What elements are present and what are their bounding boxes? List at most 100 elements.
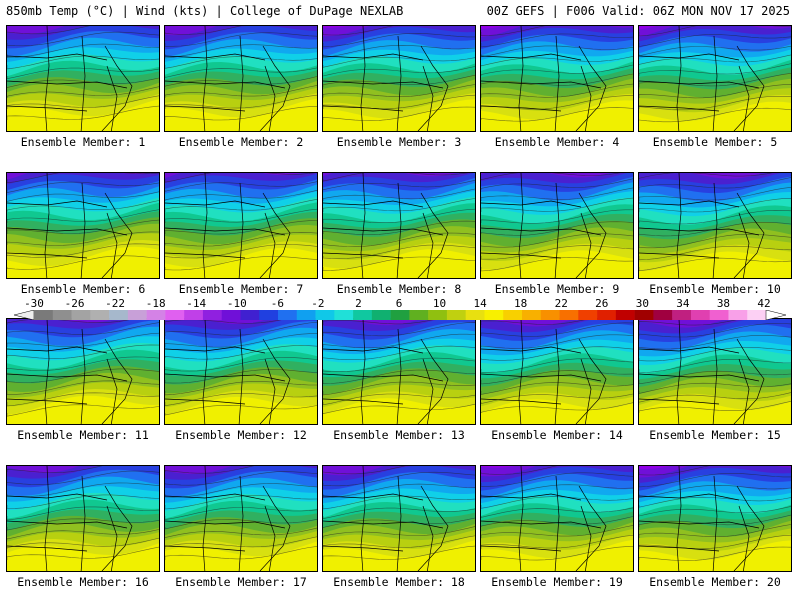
temperature-field-map	[481, 466, 633, 571]
colorbar-swatch	[634, 310, 654, 320]
colorbar-swatch	[334, 310, 354, 320]
colorbar-swatch	[540, 310, 560, 320]
colorbar-swatch	[315, 310, 335, 320]
colorbar-swatch	[278, 310, 298, 320]
ensemble-map-panel	[322, 465, 476, 572]
colorbar-swatch	[615, 310, 635, 320]
colorbar-swatch	[728, 310, 748, 320]
ensemble-map-panel	[164, 25, 318, 132]
colorbar-tick-label: -10	[226, 297, 247, 310]
colorbar-swatch	[221, 310, 241, 320]
colorbar-swatch	[127, 310, 147, 320]
ensemble-member-label: Ensemble Member: 9	[494, 282, 620, 296]
temperature-field-map	[7, 173, 159, 278]
temperature-colorbar	[14, 310, 786, 320]
ensemble-map-panel	[322, 318, 476, 425]
colorbar-tick-label: 18	[514, 297, 528, 310]
ensemble-map-panel	[6, 465, 160, 572]
colorbar-swatch	[503, 310, 523, 320]
temperature-field-map	[7, 466, 159, 571]
colorbar-swatch	[390, 310, 410, 320]
colorbar-swatch	[747, 310, 767, 320]
ensemble-member-label: Ensemble Member: 14	[491, 428, 623, 442]
ensemble-map-panel	[638, 25, 792, 132]
colorbar-swatch	[559, 310, 579, 320]
ensemble-map-panel	[638, 318, 792, 425]
colorbar-swatch	[165, 310, 185, 320]
colorbar-swatch	[353, 310, 373, 320]
ensemble-member-label: Ensemble Member: 16	[17, 575, 149, 589]
ensemble-map-panel	[322, 172, 476, 279]
ensemble-map-panel	[6, 318, 160, 425]
colorbar-tick-label: 42	[757, 297, 771, 310]
colorbar-swatch	[240, 310, 260, 320]
colorbar-swatch	[90, 310, 110, 320]
colorbar-tick-label: -30	[24, 297, 44, 310]
ensemble-map-panel	[6, 172, 160, 279]
temperature-field-map	[323, 173, 475, 278]
temperature-field-map	[639, 466, 791, 571]
temperature-field-map	[481, 173, 633, 278]
colorbar-swatch	[371, 310, 391, 320]
ensemble-member-label: Ensemble Member: 6	[20, 282, 146, 296]
temperature-field-map	[481, 26, 633, 131]
colorbar-swatch	[428, 310, 448, 320]
colorbar-swatch	[184, 310, 204, 320]
ensemble-member-label: Ensemble Member: 17	[175, 575, 307, 589]
colorbar-swatch	[109, 310, 129, 320]
colorbar-tick-label: -22	[105, 297, 126, 310]
ensemble-member-label: Ensemble Member: 19	[491, 575, 623, 589]
colorbar-swatch	[465, 310, 485, 320]
temperature-field-map	[639, 173, 791, 278]
temperature-field-map	[7, 26, 159, 131]
colorbar-swatch	[259, 310, 279, 320]
ensemble-member-label: Ensemble Member: 20	[649, 575, 781, 589]
colorbar-tick-label: 6	[395, 297, 403, 310]
temperature-field-map	[323, 466, 475, 571]
colorbar-arrow-right	[765, 310, 786, 320]
ensemble-map-panel	[638, 172, 792, 279]
colorbar-swatch	[709, 310, 729, 320]
colorbar-tick-label: 26	[595, 297, 609, 310]
colorbar-swatch	[690, 310, 710, 320]
ensemble-member-label: Ensemble Member: 10	[649, 282, 781, 296]
temperature-field-map	[639, 26, 791, 131]
ensemble-member-label: Ensemble Member: 3	[336, 135, 462, 149]
colorbar-tick-label: -2	[311, 297, 325, 310]
ensemble-member-label: Ensemble Member: 13	[333, 428, 465, 442]
colorbar-tick-label: 38	[716, 297, 731, 310]
colorbar-tick-label: 30	[635, 297, 649, 310]
colorbar-tick-label: 22	[554, 297, 568, 310]
ensemble-map-panel	[638, 465, 792, 572]
colorbar-tick-label: -26	[64, 297, 85, 310]
ensemble-map-panel	[164, 465, 318, 572]
colorbar-swatch	[52, 310, 72, 320]
run-valid-time: 00Z GEFS | F006 Valid: 06Z MON NOV 17 20…	[486, 4, 790, 18]
ensemble-member-label: Ensemble Member: 8	[336, 282, 462, 296]
colorbar-swatch	[522, 310, 542, 320]
ensemble-map-panel	[480, 465, 634, 572]
colorbar-swatch	[653, 310, 673, 320]
colorbar-swatch	[71, 310, 91, 320]
colorbar-swatch	[672, 310, 692, 320]
temperature-field-map	[165, 173, 317, 278]
colorbar-tick-label: 2	[355, 297, 362, 310]
ensemble-member-label: Ensemble Member: 12	[175, 428, 307, 442]
temperature-field-map	[165, 319, 317, 424]
ensemble-map-panel	[480, 318, 634, 425]
colorbar-swatch	[409, 310, 429, 320]
ensemble-map-panel	[480, 25, 634, 132]
ensemble-map-panel	[480, 172, 634, 279]
ensemble-member-label: Ensemble Member: 11	[17, 428, 149, 442]
map-title: 850mb Temp (°C) | Wind (kts) | College o…	[6, 4, 404, 18]
ensemble-map-panel	[6, 25, 160, 132]
colorbar-tick-label: -18	[145, 297, 166, 310]
temperature-field-map	[165, 466, 317, 571]
colorbar-swatch	[484, 310, 504, 320]
ensemble-map-panel	[164, 172, 318, 279]
ensemble-member-label: Ensemble Member: 18	[333, 575, 465, 589]
colorbar-tick-label: 34	[676, 297, 690, 310]
colorbar-swatch	[296, 310, 316, 320]
ensemble-member-label: Ensemble Member: 4	[494, 135, 620, 149]
temperature-field-map	[481, 319, 633, 424]
